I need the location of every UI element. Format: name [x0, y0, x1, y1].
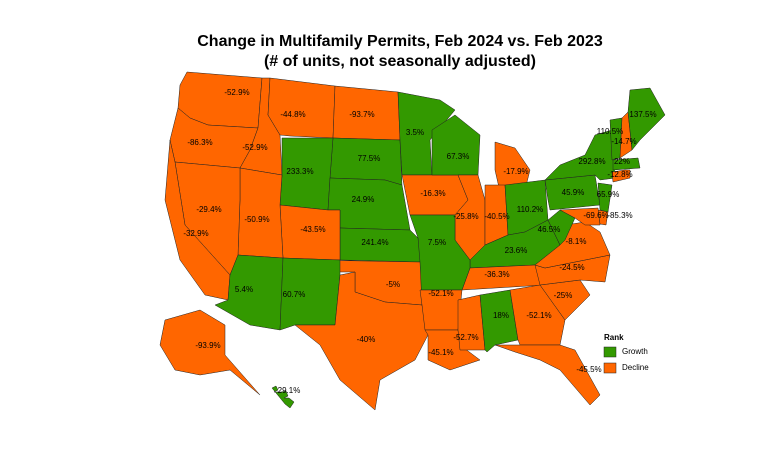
state-label: -45.1%: [428, 348, 453, 357]
state-label: -44.8%: [280, 110, 305, 119]
map-subtitle: (# of units, not seasonally adjusted): [264, 53, 536, 70]
state-label: -52.7%: [453, 333, 478, 342]
state-label: 45.9%: [562, 188, 585, 197]
state: [611, 169, 631, 183]
state-labels: -52.9% -86.3% -52.9% -44.8% -93.7% 77.5% 233.3…: [183, 88, 656, 395]
states: [159, 71, 666, 411]
state-label: -12.8%: [607, 170, 632, 179]
state: [559, 207, 601, 226]
state-label: -24.5%: [559, 263, 584, 272]
state: [457, 294, 486, 351]
state: [294, 271, 429, 411]
state-label: -16.3%: [420, 189, 445, 198]
state-label: -32.9%: [183, 229, 208, 238]
state-label: 60.7%: [283, 290, 306, 299]
state-label: -93.9%: [195, 341, 220, 350]
state-label: -17.9%: [503, 167, 528, 176]
state-label: -29.4%: [196, 205, 221, 214]
state-label: -5%: [386, 280, 400, 289]
state: [159, 309, 261, 396]
state: [271, 385, 295, 409]
state-label: 23.6%: [505, 246, 528, 255]
state-label: -40.5%: [484, 212, 509, 221]
state: [627, 87, 666, 151]
state-label: -40%: [357, 335, 376, 344]
state-label: 29.1%: [278, 386, 301, 395]
legend-title: Rank: [604, 333, 624, 342]
state-label: -36.3%: [484, 270, 509, 279]
state-label: -25.8%: [453, 212, 478, 221]
state-label: 65.9%: [597, 190, 620, 199]
state-label: 3.5%: [406, 128, 424, 137]
state-label: -85.3%: [607, 211, 632, 220]
state-label: 67.3%: [447, 152, 470, 161]
state-label: -52.9%: [242, 143, 267, 152]
state-label: 24.9%: [352, 195, 375, 204]
state-label: -52.1%: [526, 311, 551, 320]
state-label: 292.8%: [578, 157, 605, 166]
state-label: -8.1%: [566, 237, 587, 246]
state-label: 77.5%: [358, 154, 381, 163]
state-label: 18%: [493, 311, 509, 320]
state-label: -14.7%: [611, 137, 636, 146]
state-label: 22%: [614, 157, 630, 166]
state-label: 46.5%: [538, 225, 561, 234]
state-label: 137.5%: [629, 110, 656, 119]
state: [237, 167, 284, 259]
state-label: 7.5%: [428, 238, 446, 247]
state: [267, 77, 336, 139]
state-label: 110.5%: [597, 127, 624, 136]
state: [397, 91, 456, 176]
state: [547, 209, 576, 246]
state-label: -25%: [554, 291, 573, 300]
map-title: Change in Multifamily Permits, Feb 2024 …: [197, 33, 603, 50]
legend-label: Growth: [622, 347, 648, 356]
state-label: -69.6%: [583, 211, 608, 220]
state-label: 110.2%: [517, 205, 544, 214]
legend-swatch: [603, 346, 617, 358]
state-label: -52.9%: [224, 88, 249, 97]
state-label: 5.4%: [235, 285, 253, 294]
state-label: -43.5%: [300, 225, 325, 234]
state-label: -50.9%: [244, 215, 269, 224]
state: [544, 129, 616, 181]
state-label: -45.5%: [576, 365, 601, 374]
state: [612, 157, 641, 171]
legend-label: Decline: [622, 363, 649, 372]
state-label: 233.3%: [286, 167, 313, 176]
state-label: -93.7%: [349, 110, 374, 119]
legend-swatch: [603, 362, 617, 374]
state: [494, 344, 601, 406]
state-label: -86.3%: [187, 138, 212, 147]
state-label: 241.4%: [361, 238, 388, 247]
state-label: -52.1%: [428, 289, 453, 298]
